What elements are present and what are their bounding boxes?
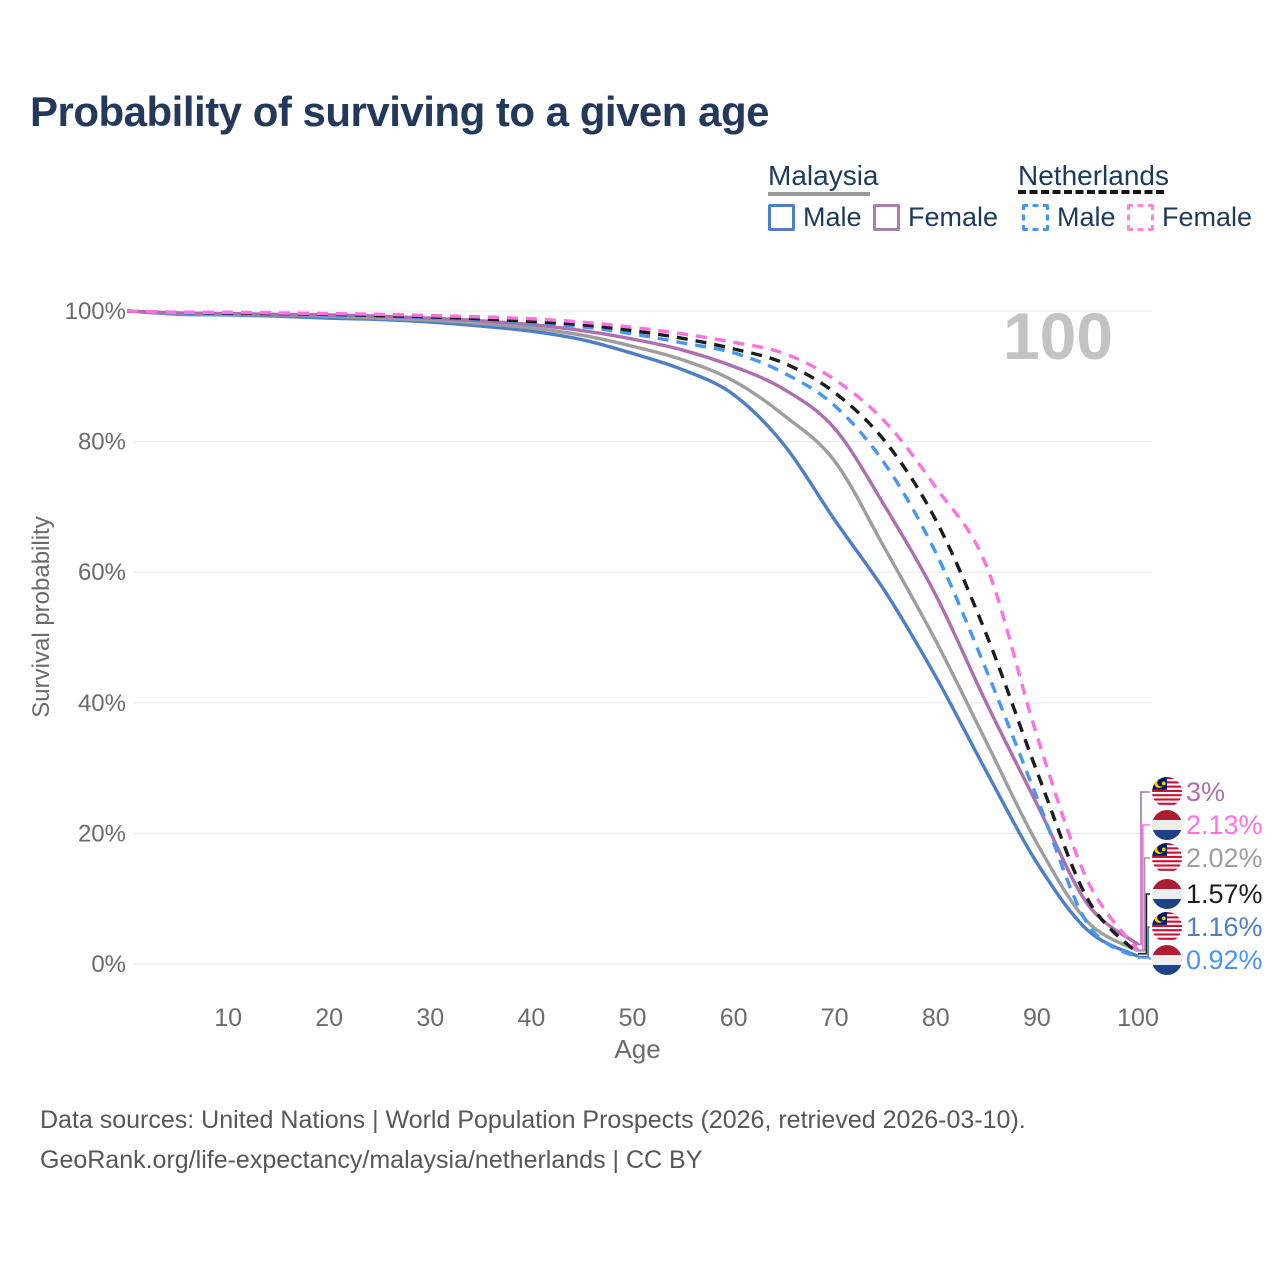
malaysia-flag-icon [1152,777,1182,807]
series-line-netherlands-female [126,309,1140,952]
end-value-label-malaysia-both: 2.02% [1186,843,1263,873]
x-tick-label: 10 [214,1004,242,1032]
y-tick-label: 100% [65,298,126,325]
legend-label[interactable]: Male [1057,202,1116,232]
end-value-label-netherlands-female: 2.13% [1186,810,1263,840]
x-tick-label: 80 [922,1004,950,1032]
netherlands-flag-icon [1152,879,1182,909]
leader-line-malaysia-female [1138,791,1150,946]
x-tick-label: 20 [315,1004,343,1032]
legend-label[interactable]: Female [908,202,999,232]
end-value-label-malaysia-female: 3% [1186,777,1225,807]
malaysia-solid-line-sample [768,192,870,196]
malaysia-flag-icon [1152,912,1182,942]
malaysia-male-swatch-icon[interactable] [768,204,795,231]
end-value-label-malaysia-male: 1.16% [1186,912,1263,942]
x-tick-label: 100 [1117,1004,1159,1032]
x-tick-label: 50 [619,1004,647,1032]
netherlands-flag-icon [1152,810,1182,840]
footer-data-sources: Data sources: United Nations | World Pop… [40,1106,1026,1134]
series-line-malaysia-male [126,309,1139,958]
legend-label[interactable]: Male [803,202,862,232]
y-tick-label: 60% [78,559,126,586]
series-line-netherlands-male [126,309,1139,960]
end-value-label-netherlands-both: 1.57% [1186,879,1263,909]
netherlands-flag-icon [1152,945,1182,975]
leader-line-malaysia-male [1138,926,1150,958]
legend-item-malaysia-male[interactable]: Male [768,202,862,233]
x-tick-label: 70 [821,1004,849,1032]
page-title: Probability of surviving to a given age [30,88,769,135]
x-tick-label: 40 [517,1004,545,1032]
legend-country-malaysia: Malaysia [768,160,879,191]
leader-line-malaysia-both [1138,857,1150,952]
x-axis-title: Age [614,1034,660,1064]
y-tick-label: 20% [78,820,126,847]
legend-item-malaysia-female[interactable]: Female [873,202,998,233]
end-value-label-netherlands-male: 0.92% [1186,945,1263,975]
legend-country-netherlands: Netherlands [1018,160,1169,191]
y-tick-label: 0% [91,951,126,978]
series-line-malaysia-both [126,309,1139,953]
y-tick-label: 80% [78,429,126,456]
netherlands-dashed-line-sample [1018,190,1164,194]
malaysia-female-swatch-icon[interactable] [873,204,900,231]
legend-label[interactable]: Female [1162,202,1253,232]
x-tick-label: 90 [1023,1004,1051,1032]
series-line-netherlands-both [126,309,1140,955]
y-axis-title: Survival probability [28,516,55,718]
x-tick-label: 60 [720,1004,748,1032]
hovered-age-watermark: 100 [1003,299,1113,373]
leader-line-netherlands-male [1138,957,1151,960]
footer-attribution: GeoRank.org/life-expectancy/malaysia/net… [40,1146,703,1174]
legend-item-netherlands-male[interactable]: Male [1022,202,1116,233]
series-line-malaysia-female [126,309,1140,946]
netherlands-male-swatch-icon[interactable] [1022,204,1049,231]
legend-item-netherlands-female[interactable]: Female [1127,202,1252,233]
netherlands-female-swatch-icon[interactable] [1127,204,1154,231]
x-tick-label: 30 [416,1004,444,1032]
malaysia-flag-icon [1152,843,1182,873]
leader-line-netherlands-both [1138,893,1150,955]
y-tick-label: 40% [78,690,126,717]
